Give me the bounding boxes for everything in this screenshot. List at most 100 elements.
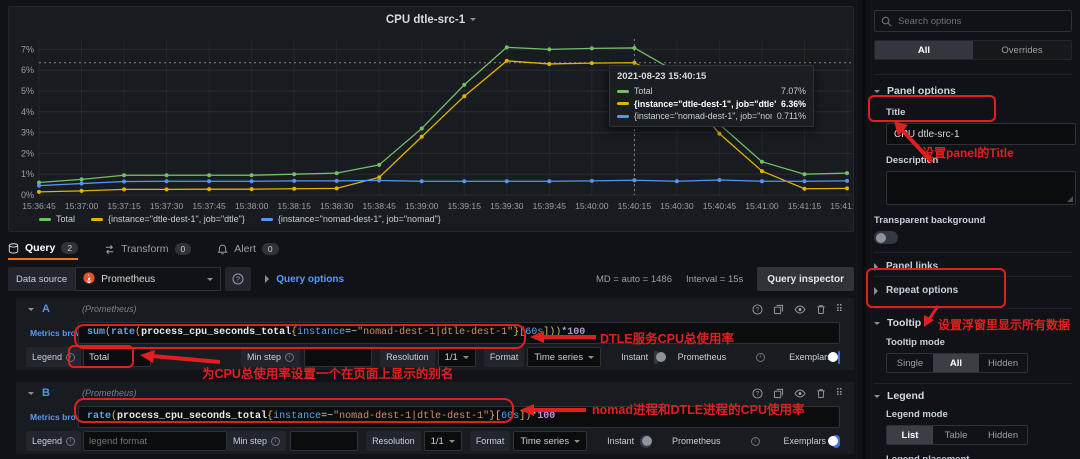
- query-a-header[interactable]: A (Prometheus) ? ⠿: [16, 298, 854, 318]
- chevron-down-icon: [588, 355, 595, 359]
- annotation-note-legend-alias: 为CPU总使用率设置一个在页面上显示的别名: [202, 367, 454, 381]
- tab-transform[interactable]: Transform 0: [104, 243, 192, 259]
- eye-icon[interactable]: [794, 388, 806, 399]
- tab-alert-label: Alert: [234, 243, 256, 255]
- drag-handle-icon[interactable]: ⠿: [835, 387, 843, 399]
- tooltip-mode-all[interactable]: All: [933, 354, 979, 372]
- options-search[interactable]: Search options: [874, 10, 1072, 32]
- exemplars-toggle[interactable]: [828, 434, 840, 448]
- query-options-label: Query options: [276, 273, 345, 285]
- legend-section[interactable]: Legend: [874, 390, 1072, 402]
- legend-alias-input[interactable]: [83, 347, 152, 367]
- svg-text:15:41:15: 15:41:15: [788, 201, 822, 211]
- svg-text:15:37:45: 15:37:45: [192, 201, 226, 211]
- chevron-right-icon: [874, 262, 878, 271]
- panel-links-section[interactable]: Panel links: [874, 252, 1072, 274]
- description-textarea[interactable]: [886, 171, 1076, 205]
- min-step-input[interactable]: [290, 431, 359, 451]
- chart-legend-item[interactable]: {instance="dtle-dest-1", job="dtle"}: [91, 214, 245, 224]
- min-step-label: Min step i: [227, 431, 287, 451]
- resize-handle-icon: [1067, 196, 1073, 202]
- repeat-options-section[interactable]: Repeat options: [874, 276, 1072, 298]
- tooltip-rows: Total 7.07% {instance="dtle-dest-1", job="…: [617, 86, 806, 121]
- duplicate-icon[interactable]: [773, 388, 784, 399]
- legend-format-input[interactable]: [83, 431, 228, 451]
- help-circle-icon[interactable]: ?: [752, 387, 763, 399]
- panel-title-input[interactable]: [886, 123, 1076, 145]
- trash-icon[interactable]: [816, 304, 826, 315]
- annotation-note-title: 设置panel的Title: [922, 146, 1014, 160]
- svg-text:15:39:45: 15:39:45: [533, 201, 567, 211]
- collapse-icon[interactable]: [28, 391, 34, 395]
- drag-handle-icon[interactable]: ⠿: [835, 303, 843, 315]
- chevron-down-icon: [448, 439, 455, 443]
- legend-series-name: {instance="dtle-dest-1", job="dtle"}: [108, 214, 245, 224]
- query-ref-letter: B: [42, 387, 50, 399]
- tooltip-series-name: Total: [634, 86, 653, 96]
- tab-query-count: 2: [61, 242, 79, 254]
- tooltip-mode-single[interactable]: Single: [887, 354, 933, 372]
- tab-query[interactable]: Query 2: [8, 242, 79, 260]
- legend-series-name: {instance="nomad-dest-1", job="nomad"}: [277, 214, 441, 224]
- legend-mode-hidden[interactable]: Hidden: [979, 426, 1028, 444]
- panel-title[interactable]: CPU dtle-src-1: [9, 14, 853, 26]
- collapse-icon[interactable]: [28, 307, 34, 311]
- tooltip-section[interactable]: Tooltip: [874, 317, 1072, 329]
- legend-swatch: [39, 217, 51, 221]
- datasource-toolbar: Data source Prometheus ? Query options M…: [8, 266, 854, 292]
- query-options-toggle[interactable]: Query options: [265, 274, 344, 285]
- database-icon: [8, 242, 19, 254]
- tab-overrides[interactable]: Overrides: [973, 41, 1071, 59]
- legend-mode-list[interactable]: List: [887, 426, 933, 444]
- format-select[interactable]: Time series: [527, 347, 602, 367]
- query-inspector-button[interactable]: Query inspector: [757, 267, 854, 291]
- tooltip-series-value: 6.36%: [781, 98, 806, 109]
- metrics-browser-link[interactable]: Metrics browser >: [30, 327, 103, 338]
- chevron-right-icon: [874, 286, 878, 295]
- panel-options-section[interactable]: Panel options: [874, 74, 1072, 97]
- tooltip-row: {instance="nomad-dest-1", job="nomad"} 0.…: [617, 111, 806, 121]
- legend-mode-group: List Table Hidden: [886, 425, 1029, 445]
- query-b-header[interactable]: B (Prometheus) ? ⠿: [16, 382, 854, 402]
- tooltip-row: {instance="dtle-dest-1", job="dtle"} 6.36…: [617, 99, 806, 109]
- instant-toggle[interactable]: [640, 434, 653, 448]
- tooltip-series-value: 0.711%: [776, 111, 806, 121]
- instant-toggle[interactable]: [654, 350, 667, 364]
- datasource-help-button[interactable]: ?: [225, 267, 252, 291]
- chart-legend: Total {instance="dtle-dest-1", job="dtle"…: [39, 214, 441, 224]
- tooltip-timestamp: 2021-08-23 15:40:15: [617, 71, 707, 82]
- annotation-note-query-a: DTLE服务CPU总使用率: [600, 332, 735, 346]
- tooltip-mode-hidden[interactable]: Hidden: [979, 354, 1028, 372]
- tab-transform-count: 0: [174, 243, 192, 255]
- chart-legend-item[interactable]: Total: [39, 214, 75, 224]
- tab-alert[interactable]: Alert 0: [217, 243, 279, 259]
- info-icon: i: [285, 352, 295, 362]
- duplicate-icon[interactable]: [773, 304, 784, 315]
- query-a-expression-input[interactable]: sum(rate(process_cpu_seconds_total{insta…: [78, 321, 840, 344]
- options-tabs: All Overrides: [874, 40, 1072, 60]
- tooltip-series-name: {instance="dtle-dest-1", job="dtle"}: [634, 98, 777, 109]
- tooltip-mode-group: Single All Hidden: [886, 353, 1029, 373]
- exemplars-toggle[interactable]: [828, 350, 840, 364]
- svg-text:15:40:15: 15:40:15: [618, 201, 652, 211]
- svg-text:15:39:00: 15:39:00: [405, 201, 439, 211]
- tooltip-swatch: [617, 89, 629, 93]
- resolution-select[interactable]: 1/1: [423, 431, 462, 451]
- legend-mode-table[interactable]: Table: [933, 426, 979, 444]
- datasource-select[interactable]: Prometheus: [75, 267, 222, 291]
- svg-text:15:38:00: 15:38:00: [235, 201, 269, 211]
- format-select[interactable]: Time series: [513, 431, 588, 451]
- metrics-browser-link[interactable]: Metrics browser >: [30, 411, 103, 422]
- legend-mode-label: Legend mode: [886, 409, 948, 420]
- svg-text:7%: 7%: [21, 44, 34, 54]
- trash-icon[interactable]: [816, 388, 826, 399]
- help-circle-icon[interactable]: ?: [752, 303, 763, 315]
- search-icon: [881, 16, 892, 26]
- transparent-bg-toggle[interactable]: [874, 231, 898, 244]
- chart-tooltip: 2021-08-23 15:40:15 Total 7.07% {instance=…: [609, 65, 814, 127]
- tab-query-label: Query: [25, 242, 56, 254]
- chart-legend-item[interactable]: {instance="nomad-dest-1", job="nomad"}: [260, 214, 441, 224]
- eye-icon[interactable]: [794, 304, 806, 315]
- svg-text:4%: 4%: [21, 107, 34, 117]
- tab-all[interactable]: All: [875, 41, 973, 59]
